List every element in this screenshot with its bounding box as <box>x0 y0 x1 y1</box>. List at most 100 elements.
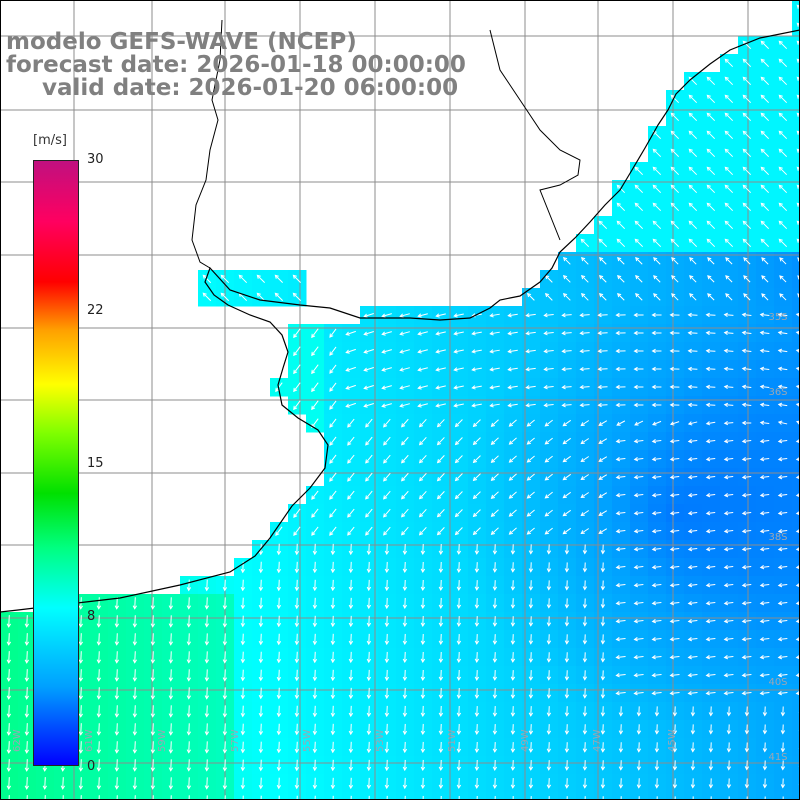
wind-arrow-head <box>220 274 225 279</box>
wind-arrow-head <box>562 476 567 481</box>
wind-arrow-head <box>186 767 192 772</box>
wind-arrow-head <box>474 694 480 699</box>
wind-arrow-head <box>688 94 693 99</box>
wind-arrow <box>653 293 661 301</box>
wind-arrow-head <box>598 529 603 534</box>
wind-arrow-head <box>633 474 639 480</box>
wind-arrow <box>329 328 337 338</box>
wind-arrow-head <box>777 402 783 407</box>
wind-arrow-head <box>723 474 729 480</box>
wind-arrow <box>778 385 788 389</box>
wind-arrow-head <box>401 531 406 536</box>
wind-arrow-head <box>759 456 765 462</box>
wind-arrow-head <box>438 550 444 555</box>
wind-arrow-head <box>744 766 750 771</box>
wind-arrow <box>742 620 752 622</box>
wind-arrow-head <box>616 238 621 243</box>
wind-arrow-head <box>453 349 458 354</box>
wind-arrow-head <box>78 731 84 736</box>
wind-arrow-head <box>724 238 729 243</box>
wind-arrow-head <box>508 512 513 517</box>
wind-arrow <box>634 530 644 532</box>
wind-arrow <box>598 492 608 498</box>
wind-arrow-head <box>546 676 552 681</box>
wind-arrow <box>188 687 190 699</box>
speed-cell <box>540 792 559 800</box>
wind-arrow-head <box>186 641 192 646</box>
wind-arrow <box>332 669 334 681</box>
wind-arrow <box>688 202 698 212</box>
wind-arrow <box>779 275 787 283</box>
wind-arrow-head <box>436 495 442 500</box>
wind-arrow <box>116 669 118 681</box>
wind-arrow-head <box>186 695 192 700</box>
wind-arrow <box>778 184 788 194</box>
wind-arrow <box>278 705 280 717</box>
wind-arrow-head <box>114 605 120 610</box>
wind-arrow-head <box>6 713 12 718</box>
wind-arrow-head <box>293 405 298 411</box>
wind-arrow-head <box>723 619 729 624</box>
wind-arrow-head <box>669 510 675 516</box>
wind-arrow-head <box>258 640 264 646</box>
wind-arrow-head <box>795 510 800 516</box>
wind-arrow <box>616 620 626 622</box>
wind-arrow-head <box>669 402 674 408</box>
wind-arrow-head <box>705 673 710 678</box>
wind-arrow <box>526 367 536 371</box>
wind-arrow <box>724 548 734 550</box>
wind-arrow <box>346 366 356 372</box>
wind-arrow <box>455 473 463 481</box>
wind-arrow-head <box>454 458 460 464</box>
wind-arrow-head <box>132 767 138 772</box>
wind-arrow <box>454 403 464 407</box>
wind-arrow <box>332 759 334 771</box>
wind-arrow <box>365 418 373 428</box>
wind-arrow <box>688 421 698 425</box>
wind-arrow-head <box>6 659 12 664</box>
wind-arrow <box>760 349 770 353</box>
wind-arrow-head <box>474 730 480 735</box>
wind-arrow-head <box>381 367 386 372</box>
wind-arrow <box>724 692 734 694</box>
wind-arrow <box>44 777 46 789</box>
wind-arrow <box>724 220 734 230</box>
wind-arrow <box>490 349 500 353</box>
speed-cell <box>630 792 649 800</box>
wind-arrow-head <box>779 275 784 280</box>
wind-arrow <box>707 275 715 283</box>
wind-arrow-head <box>508 458 513 463</box>
wind-arrow <box>796 458 800 460</box>
wind-arrow-head <box>582 658 588 663</box>
wind-arrow <box>563 473 571 481</box>
wind-arrow-head <box>526 476 531 481</box>
wind-arrow-head <box>525 403 530 408</box>
wind-arrow-head <box>329 369 334 374</box>
wind-arrow-head <box>528 604 534 609</box>
wind-arrow-head <box>347 477 352 482</box>
wind-arrow <box>26 741 28 753</box>
wind-arrow-head <box>312 640 318 646</box>
wind-arrow-head <box>579 366 584 372</box>
wind-arrow-head <box>240 730 246 736</box>
wind-arrow-head <box>744 784 750 789</box>
wind-arrow <box>404 597 406 609</box>
wind-arrow <box>400 403 410 407</box>
wind-arrow-head <box>652 220 657 225</box>
wind-arrow-head <box>222 641 228 646</box>
wind-arrow-head <box>760 94 765 99</box>
wind-arrow-head <box>651 438 657 444</box>
wind-arrow <box>580 404 590 406</box>
wind-arrow <box>188 597 190 609</box>
wind-arrow <box>458 777 460 789</box>
wind-arrow-head <box>418 459 424 464</box>
wind-arrow-head <box>418 477 424 482</box>
wind-arrow <box>224 615 226 627</box>
wind-arrow <box>224 795 226 800</box>
wind-arrow <box>634 440 644 442</box>
wind-arrow <box>332 633 334 645</box>
wind-arrow-head <box>435 403 440 408</box>
wind-arrow-head <box>687 474 693 480</box>
wind-arrow-head <box>510 784 516 789</box>
wind-arrow-head <box>743 293 748 298</box>
